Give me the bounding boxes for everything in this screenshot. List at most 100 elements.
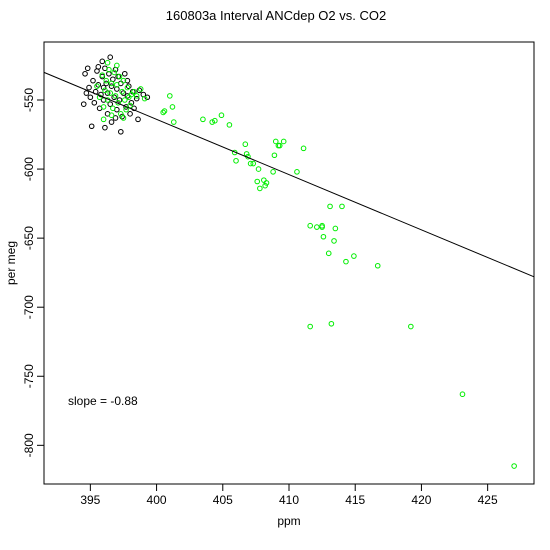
data-point	[242, 141, 249, 148]
data-point	[136, 87, 143, 94]
data-point	[262, 182, 268, 189]
data-point	[90, 77, 96, 84]
x-tick-label: 400	[147, 493, 167, 507]
data-point	[209, 119, 215, 125]
data-point	[343, 258, 349, 265]
slope-annotation: slope = -0.88	[68, 394, 138, 408]
data-point	[247, 160, 254, 167]
data-point	[280, 138, 287, 145]
regression-line	[43, 71, 535, 278]
data-point	[112, 93, 119, 99]
data-point	[307, 323, 313, 330]
data-point	[276, 142, 283, 149]
data-point	[272, 138, 279, 145]
data-point	[95, 82, 102, 88]
data-point	[114, 62, 120, 69]
data-point	[112, 115, 119, 121]
data-point	[102, 87, 108, 94]
y-tick-label: -700	[22, 295, 36, 319]
data-point	[255, 166, 262, 172]
data-point	[160, 109, 166, 116]
y-axis: -550 -600 -650 -700 -750 -800	[22, 88, 44, 457]
data-point	[118, 111, 124, 117]
data-point	[119, 88, 125, 95]
data-point	[169, 104, 176, 110]
data-point	[107, 90, 114, 96]
data-point	[120, 77, 127, 84]
data-point	[91, 99, 98, 106]
data-point	[111, 94, 117, 101]
data-point	[100, 104, 107, 110]
data-point	[116, 73, 123, 80]
data-point	[83, 90, 90, 96]
data-point	[108, 80, 115, 87]
data-point	[459, 391, 466, 398]
x-tick-label: 415	[345, 493, 365, 507]
data-point	[325, 250, 332, 257]
data-point	[261, 177, 267, 183]
data-point	[111, 69, 117, 76]
data-point	[120, 90, 127, 96]
data-point	[104, 59, 111, 66]
y-tick-label: -650	[22, 226, 36, 250]
data-point	[94, 83, 100, 89]
data-point	[124, 84, 131, 91]
data-point	[100, 84, 107, 91]
data-point	[110, 105, 116, 112]
y-tick-label: -600	[22, 157, 36, 181]
data-point	[114, 82, 120, 88]
data-point	[123, 106, 129, 113]
data-points	[80, 54, 517, 469]
data-point	[135, 116, 141, 123]
x-tick-label: 425	[478, 493, 498, 507]
data-point	[84, 65, 91, 72]
data-point	[300, 145, 307, 152]
data-point	[254, 178, 261, 185]
x-tick-label: 420	[411, 493, 431, 507]
data-point	[127, 111, 133, 117]
data-point	[233, 157, 239, 164]
data-point	[226, 122, 233, 128]
data-point	[218, 112, 225, 119]
data-point	[108, 112, 115, 119]
data-point	[108, 83, 115, 89]
data-point	[118, 128, 124, 135]
data-point	[121, 70, 128, 77]
data-point	[408, 323, 414, 330]
data-point	[319, 222, 325, 229]
data-point	[332, 225, 339, 232]
data-point	[95, 64, 102, 70]
data-point	[294, 169, 300, 175]
data-point	[270, 169, 276, 175]
data-point	[125, 83, 132, 89]
data-point	[98, 91, 104, 98]
y-tick-label: -800	[22, 433, 36, 457]
data-point	[80, 101, 87, 107]
data-point	[170, 119, 177, 125]
x-axis: 395 400 405 410 415 420 425	[80, 484, 498, 507]
data-point	[200, 116, 206, 123]
data-point	[87, 94, 94, 101]
data-point	[86, 84, 92, 91]
data-point	[96, 94, 103, 101]
data-point	[121, 97, 128, 103]
data-point	[511, 463, 517, 469]
x-axis-label: ppm	[277, 514, 300, 528]
data-point	[212, 117, 218, 124]
x-tick-label: 395	[80, 493, 100, 507]
data-point	[328, 320, 335, 327]
data-point	[107, 101, 114, 107]
data-point	[339, 203, 345, 210]
data-point	[137, 86, 144, 92]
data-point	[161, 108, 168, 114]
data-point	[327, 203, 333, 210]
data-point	[120, 115, 127, 121]
data-point	[106, 66, 112, 73]
data-point	[88, 123, 95, 130]
data-point	[103, 77, 110, 84]
y-tick-label: -750	[22, 364, 36, 388]
data-point	[144, 94, 151, 101]
data-point	[257, 185, 263, 192]
x-tick-label: 405	[213, 493, 233, 507]
